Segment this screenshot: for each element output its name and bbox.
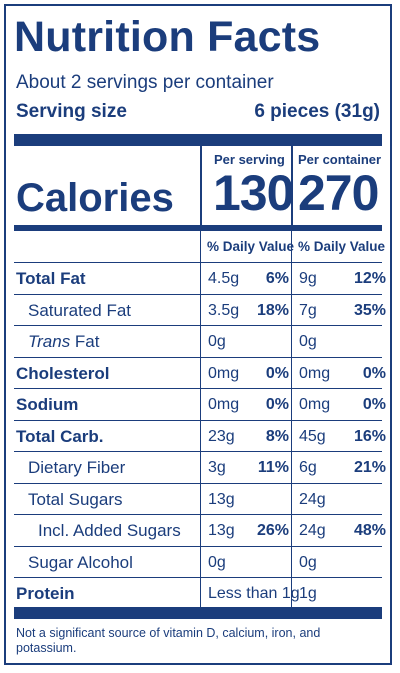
nutrient-serving-dv: 8% <box>265 427 289 445</box>
nutrient-serving-amount: 0mg <box>208 396 240 413</box>
daily-value-header-container: % Daily Value <box>298 239 386 254</box>
nutrient-container-dv: 35% <box>353 301 386 319</box>
nutrient-container-amount: 6g <box>299 459 317 476</box>
footnote: Not a significant source of vitamin D, c… <box>16 626 321 655</box>
nutrient-name: Sodium <box>16 395 79 414</box>
row-divider <box>14 419 382 421</box>
per-serving-header: Per serving <box>214 152 285 167</box>
nutrient-container-amount: 45g <box>299 427 326 445</box>
nutrient-container-amount: 7g <box>299 301 317 319</box>
nutrient-serving-amount: 23g <box>208 427 235 445</box>
row-divider <box>14 262 382 263</box>
nutrient-container-amount: 0mg <box>299 364 331 382</box>
calories-divider <box>14 225 382 231</box>
per-container-header: Per container <box>298 152 382 167</box>
nutrient-container-dv: 21% <box>353 459 386 476</box>
calories-per-container: 270 <box>298 165 379 221</box>
calories-label: Calories <box>16 176 174 220</box>
column-divider-right <box>291 231 292 607</box>
nutrient-container-amount: 0g <box>299 553 317 571</box>
nutrient-serving-dv: 18% <box>256 301 289 319</box>
calories-per-serving: 130 <box>213 165 294 221</box>
nutrient-serving-amount: 0g <box>208 333 226 350</box>
nutrient-serving-dv: 0% <box>265 396 289 413</box>
daily-value-header-serving: % Daily Value <box>207 239 295 254</box>
serving-size-value: 6 pieces (31g) <box>254 101 380 122</box>
column-divider-left <box>200 231 201 607</box>
nutrient-container-dv: 0% <box>362 364 386 382</box>
column-divider-top-left <box>200 146 202 225</box>
nutrient-serving-amount: 3g <box>208 459 226 476</box>
nutrient-serving-amount: 13g <box>208 490 235 508</box>
nutrient-container-amount: 24g <box>299 522 326 539</box>
nutrient-name: Trans Fat <box>28 332 100 352</box>
nutrient-serving-amount: 0mg <box>208 364 240 382</box>
nutrient-container-amount: 9g <box>299 270 317 287</box>
nutrient-container-amount: 0g <box>299 333 317 350</box>
nutrient-name: Protein <box>16 584 75 603</box>
row-divider <box>14 482 382 484</box>
column-divider-top-right <box>291 146 293 225</box>
nutrient-name: Dietary Fiber <box>28 458 126 477</box>
nutrient-serving-amount: 3.5g <box>208 301 240 319</box>
row-divider <box>14 325 382 326</box>
row-divider <box>14 388 382 389</box>
nutrient-serving-amount: Less than 1g <box>208 585 300 602</box>
nutrient-name: Total Sugars <box>28 489 123 509</box>
nutrient-name: Incl. Added Sugars <box>38 521 181 540</box>
label-title: Nutrition Facts <box>14 13 321 61</box>
nutrient-name: Cholesterol <box>16 363 110 383</box>
nutrient-container-amount: 24g <box>299 490 326 508</box>
nutrient-serving-dv: 6% <box>265 270 289 287</box>
nutrient-name: Total Fat <box>16 269 86 288</box>
nutrient-container-dv: 12% <box>353 270 386 287</box>
nutrient-serving-amount: 13g <box>208 522 235 539</box>
nutrient-serving-dv: 26% <box>256 522 289 539</box>
nutrient-container-amount: 0mg <box>299 396 331 413</box>
nutrient-container-dv: 16% <box>353 427 386 445</box>
nutrient-name-italic: Trans <box>28 332 71 351</box>
row-divider <box>14 451 382 452</box>
row-divider <box>14 545 382 547</box>
nutrient-container-dv: 0% <box>362 396 386 413</box>
nutrient-container-dv: 48% <box>353 522 386 539</box>
row-divider <box>14 356 382 358</box>
nutrient-serving-amount: 4.5g <box>208 270 240 287</box>
nutrition-facts-label: Nutrition Facts About 2 servings per con… <box>4 4 392 665</box>
nutrient-name: Total Carb. <box>16 426 104 446</box>
nutrient-serving-amount: 0g <box>208 553 226 571</box>
thick-divider-bottom <box>14 607 382 619</box>
nutrient-serving-dv: 0% <box>265 364 289 382</box>
row-divider <box>14 293 382 295</box>
nutrient-container-amount: 1g <box>299 585 317 602</box>
row-divider <box>14 577 382 578</box>
nutrient-name: Saturated Fat <box>28 300 132 320</box>
thick-divider-top <box>14 134 382 146</box>
serving-size-label: Serving size <box>16 101 127 122</box>
nutrient-name: Sugar Alcohol <box>28 552 133 572</box>
nutrient-name-rest: Fat <box>70 332 100 351</box>
nutrient-serving-dv: 11% <box>257 459 289 476</box>
row-divider <box>14 514 382 515</box>
servings-per-container: About 2 servings per container <box>16 72 274 93</box>
